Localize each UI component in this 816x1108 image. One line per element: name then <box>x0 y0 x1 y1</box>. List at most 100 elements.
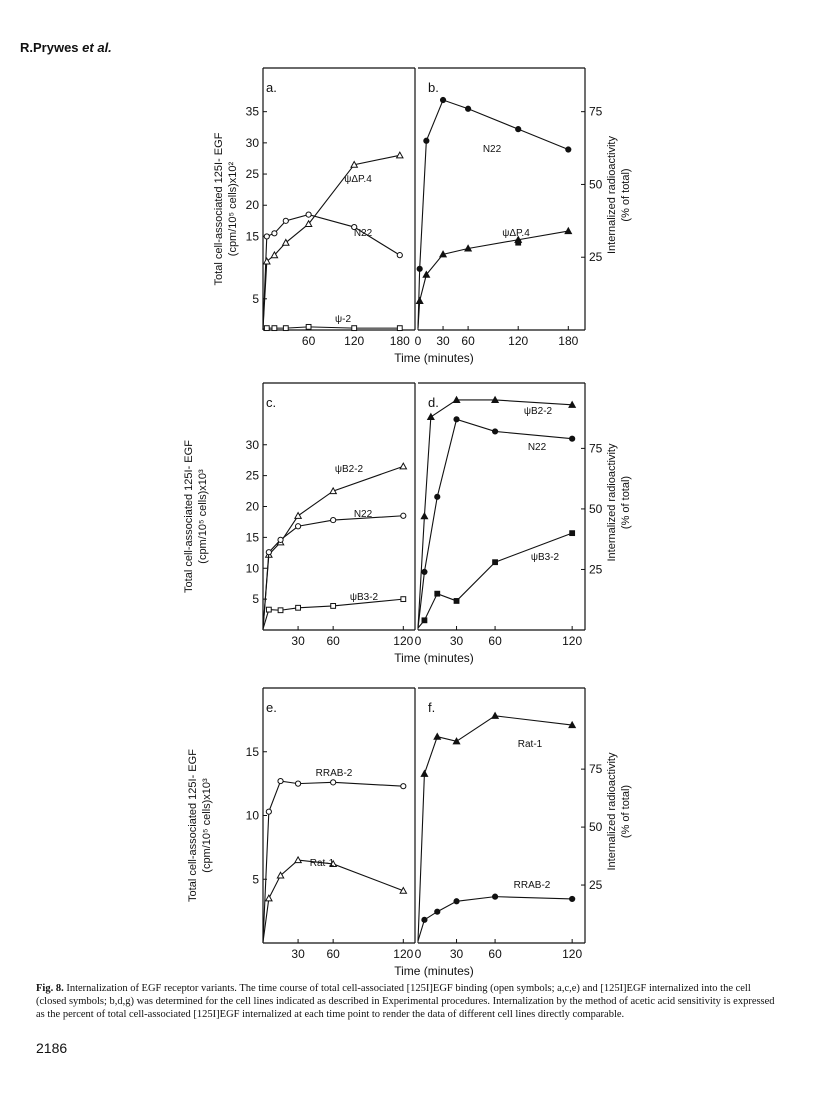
data-point <box>453 898 460 905</box>
y-axis-label-units: (% of total) <box>620 785 632 838</box>
series-line <box>417 399 573 629</box>
data-point <box>568 720 577 729</box>
x-tick-label: 30 <box>291 947 305 961</box>
series-label: ψ-2 <box>335 314 351 325</box>
panel-label: b. <box>428 80 439 95</box>
y-tick-label: 25 <box>589 250 603 264</box>
series-line <box>262 214 401 330</box>
x-tick-label: 60 <box>488 634 502 648</box>
series-ψB2-2: ψB2-2 <box>417 395 577 629</box>
data-point <box>569 435 576 442</box>
series-line <box>417 715 573 942</box>
y-tick-label: 75 <box>589 441 603 455</box>
x-tick-label: 120 <box>393 634 413 648</box>
data-point <box>491 428 499 435</box>
series-label: N22 <box>354 509 373 520</box>
data-point <box>569 530 576 537</box>
series-line <box>417 418 573 629</box>
y-tick-label: 5 <box>252 872 259 886</box>
x-tick-label: 0 <box>415 334 422 348</box>
et-al: et al. <box>82 40 112 55</box>
y-tick-label: 20 <box>246 198 260 212</box>
x-tick-label: 30 <box>450 634 464 648</box>
series-line <box>417 99 569 329</box>
panel-label: d. <box>428 395 439 410</box>
series-N22: N22 <box>417 416 576 629</box>
data-point <box>282 325 289 332</box>
data-point <box>271 230 278 237</box>
y-tick-label: 15 <box>246 530 260 544</box>
data-point <box>464 244 473 252</box>
series-line <box>417 230 569 329</box>
data-point <box>330 779 337 786</box>
data-point <box>265 808 272 815</box>
data-point <box>277 607 284 614</box>
y-tick-label: 50 <box>589 820 603 834</box>
data-point <box>452 395 461 404</box>
series-label: ψB3-2 <box>350 592 379 603</box>
y-axis-label: Total cell-associated 125I- EGF <box>183 440 195 593</box>
data-point <box>304 219 313 228</box>
data-point <box>564 226 573 235</box>
data-point <box>329 486 338 495</box>
series-extra <box>515 239 522 246</box>
series-Rat-1: Rat-1 <box>417 711 577 942</box>
y-tick-label: 30 <box>246 136 260 150</box>
y-tick-label: 10 <box>246 561 260 575</box>
data-point <box>491 893 499 900</box>
data-point <box>568 400 577 408</box>
data-point <box>453 598 460 604</box>
y-tick-label: 50 <box>589 502 603 516</box>
panel-d: 25 50 75 0 30 60 120 d. Internalized radioactivi… <box>415 382 632 648</box>
x-tick-label: 120 <box>562 947 582 961</box>
data-point <box>434 908 441 915</box>
series-Rat-1: Rat-1 <box>262 855 408 943</box>
caption-label: Fig. 8. <box>36 983 64 994</box>
y-tick-label: 30 <box>246 438 260 452</box>
panel-e: 5 10 15 30 60 120 e. Total cell-associated 125I… <box>187 687 474 978</box>
data-point <box>262 257 271 265</box>
series-RRAB-2: RRAB-2 <box>262 768 407 943</box>
x-axis-label: Time (minutes) <box>394 964 474 978</box>
series-ψB3-2: ψB3-2 <box>262 592 407 630</box>
data-point <box>515 126 522 133</box>
data-point <box>351 325 358 332</box>
series-label: RRAB-2 <box>514 880 551 891</box>
data-point <box>396 252 403 259</box>
data-point <box>265 549 272 556</box>
series-ψΔP.4: ψΔP.4 <box>415 226 573 329</box>
data-point <box>422 270 431 278</box>
data-point <box>439 250 448 258</box>
data-point <box>277 536 284 543</box>
data-point <box>399 462 408 470</box>
series-line <box>262 859 404 943</box>
series-label: ψΔP.4 <box>502 228 530 239</box>
data-point <box>565 146 572 153</box>
series-label: N22 <box>483 144 502 155</box>
series-label: Rat-1 <box>518 739 543 750</box>
y-axis-label-units: (cpm/10⁵ cells)x10³ <box>197 469 209 564</box>
y-tick-label: 15 <box>246 229 260 243</box>
data-point <box>492 559 498 566</box>
y-axis-label-units: (cpm/10⁵ cells)x10² <box>227 161 239 256</box>
series-label: N22 <box>528 442 547 453</box>
x-tick-label: 30 <box>450 947 464 961</box>
y-tick-label: 5 <box>252 592 259 606</box>
data-point <box>265 606 272 613</box>
series-line <box>262 780 404 943</box>
y-axis-label: Internalized radioactivity <box>606 443 618 562</box>
data-point <box>439 96 447 104</box>
data-point <box>491 711 500 719</box>
y-axis-label-units: (% of total) <box>620 168 632 221</box>
y-axis-label: Total cell-associated 125I- EGF <box>213 132 225 285</box>
data-point <box>421 916 428 923</box>
x-tick-label: 0 <box>415 947 422 961</box>
series-N22: N22 <box>262 509 407 630</box>
series-ψ-2: ψ-2 <box>262 314 403 332</box>
panel-b: 25 50 75 0 30 60 120 180 b. Internalized radioact… <box>415 67 632 348</box>
panel-label: f. <box>428 700 435 715</box>
y-tick-label: 10 <box>246 809 260 823</box>
data-point <box>277 777 284 785</box>
series-line <box>417 896 573 942</box>
data-point <box>263 233 270 240</box>
